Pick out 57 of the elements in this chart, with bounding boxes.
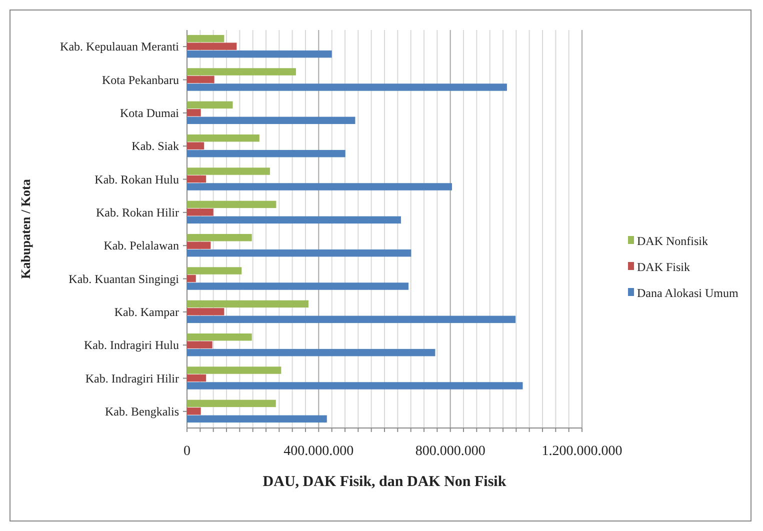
legend-label: DAK Nonfisik [637, 234, 708, 248]
bar [187, 282, 409, 290]
y-tick-label: Kota Dumai [120, 106, 180, 120]
bar [187, 415, 327, 423]
bar [187, 374, 206, 382]
bar [187, 175, 206, 183]
bar [187, 308, 224, 316]
bar [187, 341, 212, 348]
x-axis-title: DAU, DAK Fisik, dan DAK Non Fisik [262, 474, 507, 490]
bar [187, 50, 332, 58]
y-axis-title: Kabupaten / Kota [18, 178, 33, 279]
bar [187, 348, 436, 356]
x-tick-label: 1.200.000.000 [542, 444, 622, 459]
x-tick-label: 0 [184, 444, 190, 459]
legend-label: Dana Alokasi Umum [637, 286, 739, 300]
bar [187, 84, 507, 91]
bar [187, 408, 201, 415]
bar [187, 242, 211, 249]
bar [187, 274, 196, 282]
bar [187, 150, 346, 158]
bar [187, 333, 252, 341]
bar [187, 183, 452, 190]
bar [187, 134, 260, 142]
bar [187, 316, 516, 324]
bar [187, 142, 204, 150]
x-tick-label: 400.000.000 [284, 444, 354, 459]
bar [187, 300, 308, 308]
y-tick-label: Kab. Bengkalis [105, 404, 180, 418]
y-tick-label: Kab. Indragiri Hulu [84, 338, 179, 352]
bar [187, 200, 276, 208]
bar [187, 116, 356, 124]
bar [187, 42, 237, 50]
bar [187, 208, 214, 216]
bar [187, 101, 233, 109]
bar [187, 76, 214, 84]
y-tick-label: Kab. Pelalawan [104, 238, 179, 253]
y-tick-label: Kab. Rokan Hilir [96, 205, 179, 220]
bar [187, 34, 224, 42]
bar [187, 234, 252, 242]
bar [187, 68, 296, 76]
bar [187, 267, 242, 274]
y-tick-label: Kota Pekanbaru [102, 72, 179, 87]
bar [187, 109, 201, 116]
bar [187, 216, 401, 224]
y-tick-label: Kab. Indragiri Hilir [85, 371, 179, 386]
y-tick-label: Kab. Kepulauan Meranti [60, 40, 180, 54]
bar [187, 400, 276, 408]
y-tick-label: Kab. Siak [132, 139, 179, 154]
x-tick-label: 800.000.000 [415, 444, 486, 459]
legend-label: DAK Fisik [637, 260, 690, 274]
y-tick-label: Kab. Kampar [114, 304, 180, 319]
y-tick-label: Kab. Kuantan Singingi [68, 272, 180, 286]
bar [187, 366, 282, 374]
y-tick-label: Kab. Rokan Hulu [94, 172, 179, 186]
bar [187, 249, 412, 257]
bar [187, 382, 523, 390]
bar [187, 168, 270, 175]
